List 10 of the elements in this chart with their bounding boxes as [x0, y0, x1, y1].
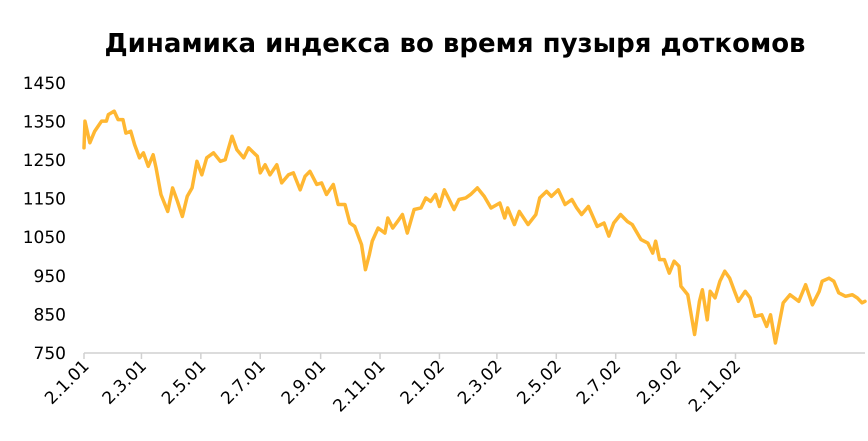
y-tick-label: 1250	[22, 151, 66, 172]
y-tick-label: 1450	[22, 74, 66, 94]
y-tick-label: 1350	[22, 112, 66, 133]
y-tick-label: 850	[34, 305, 66, 326]
chart-title: Динамика индекса во время пузыря доткомов	[104, 29, 806, 59]
y-tick-label: 1150	[22, 190, 66, 210]
y-tick-label: 950	[34, 266, 66, 287]
y-tick-label: 1050	[22, 228, 66, 248]
y-tick-label: 750	[34, 344, 66, 364]
line-series	[82, 109, 867, 345]
